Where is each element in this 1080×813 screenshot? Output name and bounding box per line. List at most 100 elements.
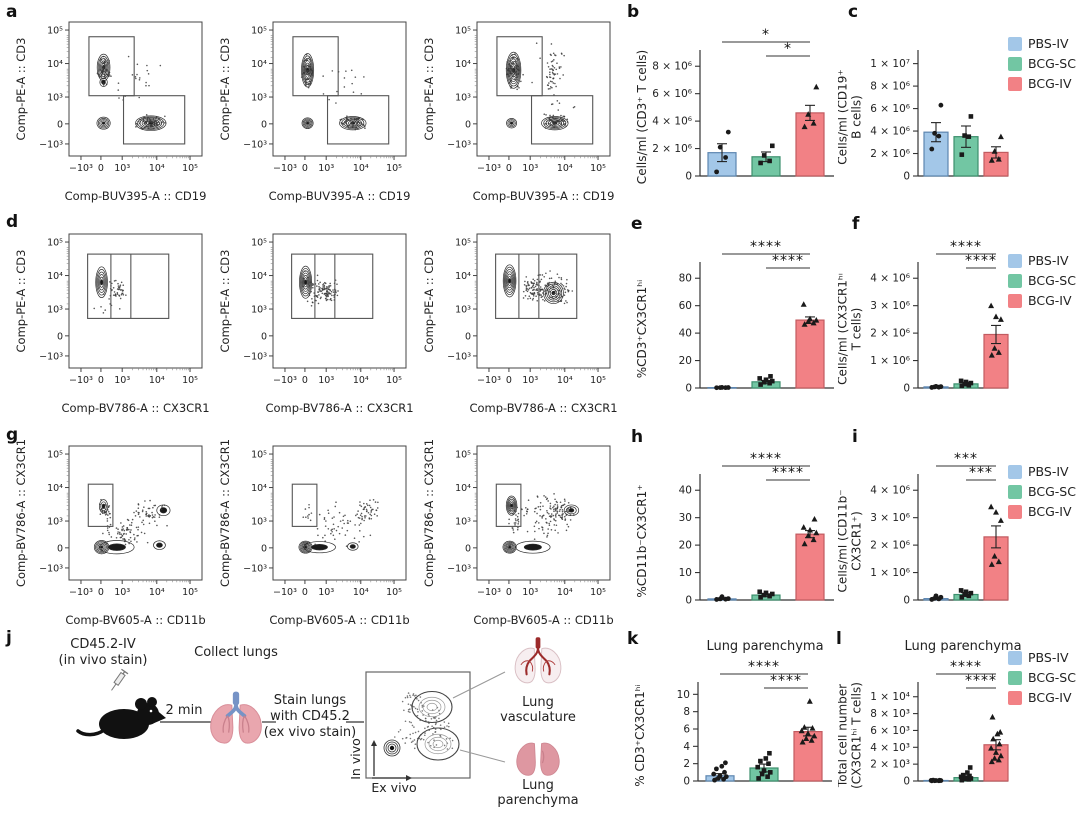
flow-plot-g-bcg-sc: −10³ 0 10³ 10⁴ 10⁵ 10⁵ 10⁴ 10³ 0 −10³ Comp-BV605-A… [216,438,416,628]
svg-text:0: 0 [903,595,910,607]
svg-text:10³: 10³ [47,93,63,104]
data-point [997,133,1004,140]
mouse-icon [76,697,166,739]
data-point [761,379,767,385]
svg-text:10⁵: 10⁵ [386,375,402,386]
flow-gate [496,36,543,97]
svg-text:***: *** [954,451,978,467]
svg-text:3 × 10⁶: 3 × 10⁶ [870,300,910,312]
panel-j-svg: CD45.2-IV(in vivo stain) 2 min Collect lun… [59,637,579,808]
panel-letter-j: j [6,628,12,648]
svg-text:2 × 10⁶: 2 × 10⁶ [870,148,910,160]
data-point [963,775,969,780]
flow-plot-svg: −10³ 0 10³ 10⁴ 10⁵ 10⁵ 10⁴ 10³ 0 −10³ Comp-BV786-A… [14,233,210,415]
chart-l-lung-parenchyma-total: 0 2 × 10³ 4 × 10³ 6 × 10³ 8 × 10³ 1 × 10⁴ ****… [838,634,1043,813]
y-axis-label: Cells/ml (CD11b⁻CX3CR1⁺) [838,489,864,592]
svg-text:4 × 10³: 4 × 10³ [870,742,910,754]
data-point [811,732,818,739]
syringe-icon [111,668,129,691]
flow-plot-svg: −10³ 0 10³ 10⁴ 10⁵ 10⁵ 10⁴ 10³ 0 −10³ Comp-BUV395-… [218,21,410,203]
svg-text:0: 0 [903,383,910,395]
data-point [807,526,813,533]
data-point [968,114,974,119]
svg-text:****: **** [950,239,982,255]
svg-text:with CD45.2: with CD45.2 [270,709,350,724]
svg-text:Lung: Lung [522,695,554,710]
flow-plot-svg: −10³ 0 10³ 10⁴ 10⁵ 10⁵ 10⁴ 10³ 0 −10³ Comp-BV786-A… [218,233,414,415]
flow-gate [495,253,578,319]
svg-text:Comp-PE-A :: CD3: Comp-PE-A :: CD3 [422,38,436,141]
bar-bcg-iv [795,533,825,601]
data-point [723,760,728,766]
svg-text:10³: 10³ [114,587,130,598]
legend-item-pbs-iv: PBS-IV [1008,253,1076,268]
data-point [759,771,765,777]
svg-text:Comp-BV605-A :: CD11b: Comp-BV605-A :: CD11b [269,613,409,627]
data-point [725,129,731,135]
svg-text:****: **** [770,673,802,689]
svg-text:−10³: −10³ [447,351,471,362]
legend-swatch [1008,273,1022,288]
chart-i-cd11b-cx3cr1-cells: 0 1 × 10⁶ 2 × 10⁶ 3 × 10⁶ 4 × 10⁶ *** *** Cells… [838,442,1043,632]
svg-text:10³: 10³ [455,517,471,528]
data-point [991,552,998,559]
data-point [988,157,995,163]
data-point [813,316,820,323]
data-point [801,724,808,730]
data-point [959,777,965,783]
data-point [929,146,935,152]
svg-text:−10³: −10³ [477,163,501,174]
bar-chart-svg: 0 2 × 10⁶ 4 × 10⁶ 6 × 10⁶ 8 × 10⁶ * * Cells/ml … [635,27,834,184]
svg-text:−10³: −10³ [243,563,267,574]
data-point [966,593,972,599]
svg-text:Comp-BUV395-A :: CD19: Comp-BUV395-A :: CD19 [65,189,207,203]
data-point [803,735,810,742]
svg-text:10⁵: 10⁵ [182,375,198,386]
flow-plot-svg: −10³ 0 10³ 10⁴ 10⁵ 10⁵ 10⁴ 10³ 0 −10³ Comp-BV605-A… [218,439,410,627]
svg-text:0: 0 [465,119,471,130]
data-point [714,169,719,175]
svg-text:30: 30 [679,512,692,524]
svg-text:Comp-PE-A :: CD3: Comp-PE-A :: CD3 [218,250,232,353]
data-point [991,148,998,154]
panel-letter-c: c [848,2,859,22]
svg-text:Lung parenchyma: Lung parenchyma [706,639,823,654]
panel-j-diagram: CD45.2-IV (in vivo stain) 2 min Collect lun… [8,628,628,813]
data-point [806,698,813,704]
svg-text:0: 0 [465,543,471,554]
data-point [988,302,995,309]
svg-text:10³: 10³ [522,587,538,598]
parenchyma-lungs-icon [516,742,560,776]
data-point [800,301,807,307]
data-point [958,378,964,384]
svg-text:2 min: 2 min [166,703,203,718]
data-point [813,529,820,536]
data-point [932,130,937,136]
svg-text:Lung: Lung [522,778,554,793]
legend-item-pbs-iv: PBS-IV [1008,36,1076,51]
data-point [714,385,719,391]
svg-text:1 × 10⁶: 1 × 10⁶ [870,355,910,367]
y-axis-label: Cells/ml (CX3CR1ʰⁱT cells) [838,273,864,385]
data-point [995,756,1002,763]
bar-bcg-iv [795,319,825,389]
data-point [801,321,808,327]
svg-text:0: 0 [302,163,308,174]
data-point [997,316,1004,322]
data-point [989,713,996,720]
legend-label: BCG-IV [1028,76,1072,91]
svg-text:−10³: −10³ [273,375,297,386]
svg-text:20: 20 [679,355,692,367]
svg-text:****: **** [772,253,804,269]
svg-text:10: 10 [679,567,692,579]
svg-text:10⁴: 10⁴ [251,483,267,494]
svg-text:10⁵: 10⁵ [251,26,267,37]
data-point [763,756,769,761]
data-point [723,155,728,160]
svg-text:10⁵: 10⁵ [47,26,63,37]
flow-populations [502,493,580,554]
svg-text:−10³: −10³ [243,139,267,150]
flow-populations [93,498,171,555]
parenchyma-gate [416,727,460,761]
svg-text:60: 60 [679,300,692,312]
